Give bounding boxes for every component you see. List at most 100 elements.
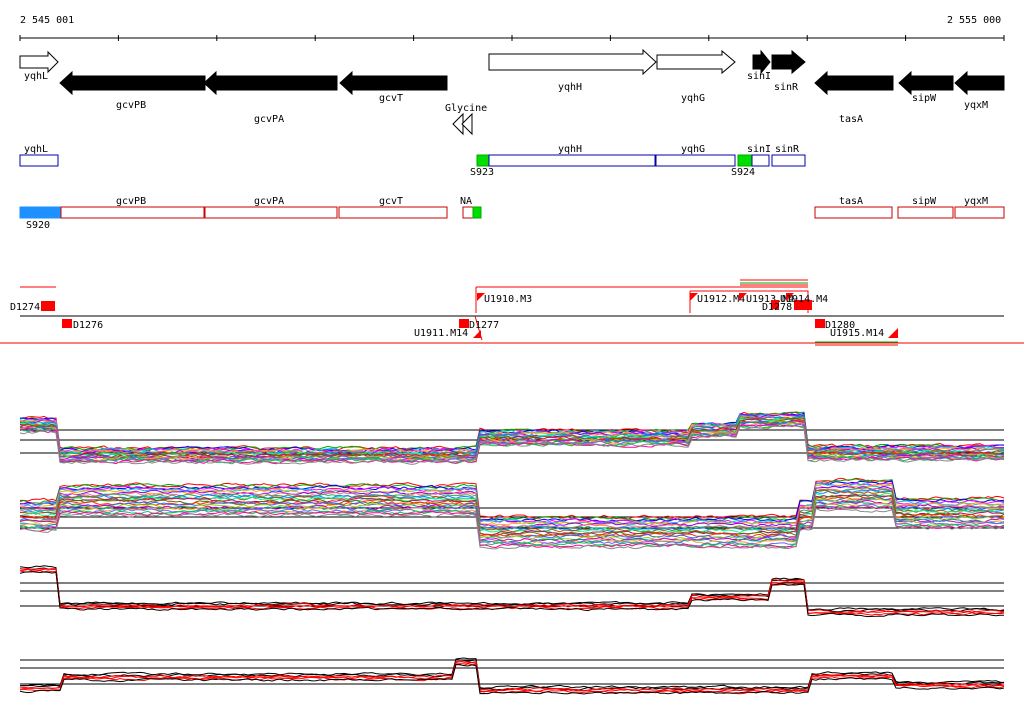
segment-green-S923[interactable] [476,154,490,167]
feature-label-U1913.M4: U1913.M4 [746,294,794,305]
expression-trace [19,505,1005,549]
minus-box-sipW[interactable] [897,206,954,219]
gene-arrow-gcvT[interactable] [339,70,448,96]
gene-arrow-yqhG[interactable] [656,49,736,75]
expression-trace [20,477,1005,520]
gene-arrow-tasA[interactable] [814,70,894,96]
gene-arrow-yqhH[interactable] [488,48,657,76]
feature-track: D1274 D1276 U1910.M3 D1277 U1911.M14 U19… [0,279,1024,346]
expression-trace [19,493,1005,536]
expression-trace [19,571,1004,618]
gene-arrow-track: yqhL gcvPB gcvPA gcvT yqhH yqhG sinI sin… [19,48,1005,136]
feature-flag-U1910[interactable] [477,293,485,301]
expression-trace [19,496,1005,538]
feature-label-U1910.M3: U1910.M3 [484,294,532,305]
feature-label-D1277: D1277 [469,320,499,331]
gene-arrow-yqxM[interactable] [954,70,1005,96]
gene-arrow-sinR[interactable] [771,49,806,75]
expression-trace [19,424,1005,465]
plus-label-S923: S923 [470,167,494,178]
minus-box-gcvPB[interactable] [60,206,205,219]
gene-arrow-sipW[interactable] [898,70,954,96]
minus-box-gcvPA[interactable] [204,206,338,219]
plus-label-sinI: sinI [747,144,771,155]
expression-trace [19,502,1005,545]
plus-box-yqhH[interactable] [488,154,656,167]
ruler-start-label: 2 545 001 [20,15,74,26]
gene-arrow-sinI[interactable] [752,49,771,75]
feature-block-D1277[interactable] [459,319,469,328]
gene-label-tasA: tasA [839,114,863,125]
feature-flag-U1915[interactable] [888,328,898,338]
plus-label-S924: S924 [731,167,755,178]
feature-block-D1276[interactable] [62,319,72,328]
minus-box-NA[interactable] [462,206,474,219]
feature-flag-U1911[interactable] [473,330,481,338]
feature-flag-U1913[interactable] [739,293,747,301]
minus-label-gcvT: gcvT [379,196,403,207]
expression-trace [19,499,1005,543]
gene-label-sinI: sinI [747,71,771,82]
gene-label-gcvPB: gcvPB [116,100,146,111]
expression-trace [19,568,1005,615]
plus-box-sinI[interactable] [751,154,770,167]
expression-trace [19,567,1005,613]
expression-trace [19,663,1005,695]
expression-traces-panel-2 [19,477,1005,550]
gene-label-gcvPA: gcvPA [254,114,284,125]
feature-label-U1912.M4: U1912.M4 [697,294,745,305]
feature-flag-U1914[interactable] [786,293,794,301]
feature-block-U1914[interactable] [794,300,812,310]
minus-label-gcvPB: gcvPB [116,196,146,207]
expression-trace [19,501,1005,544]
expression-panel-2 [19,477,1005,550]
minus-box-yqxM[interactable] [954,206,1005,219]
expression-trace [19,492,1005,535]
feature-block-D1280[interactable] [815,319,825,328]
expression-trace [19,661,1005,693]
expression-traces-panel-3 [19,565,1005,618]
segment-green-S924[interactable] [737,154,753,167]
feature-block-D1278[interactable] [771,300,779,309]
feature-label-D1276: D1276 [73,320,103,331]
gene-arrow-yqhL[interactable] [19,50,59,74]
gene-label-sipW: sipW [912,93,937,104]
gene-label-yqhH: yqhH [558,82,582,93]
feature-block-D1274[interactable] [41,301,55,311]
feature-label-U1914.M4: U1914.M4 [780,294,828,305]
minus-label-NA: NA [460,196,472,207]
minus-box-gcvT[interactable] [338,206,448,219]
gene-label-yqhL: yqhL [24,71,48,82]
expression-trace [19,484,1005,526]
plus-box-yqhG[interactable] [655,154,736,167]
minus-label-sipW: sipW [912,196,937,207]
plus-box-yqhL[interactable] [19,154,59,167]
riboswitch-label: Glycine [445,103,487,114]
feature-flag-U1912[interactable] [690,293,698,301]
segment-green-NA[interactable] [472,206,482,219]
expression-trace [19,412,1005,453]
minus-strand-boxes: S920 gcvPB gcvPA gcvT NA tasA sipW yqxM [19,196,1005,231]
gene-arrow-gcvPA[interactable] [203,70,338,96]
ruler-ticks [19,35,1005,41]
minus-label-S920: S920 [26,220,50,231]
plus-label-yqhL: yqhL [24,144,48,155]
gene-label-gcvT: gcvT [379,93,403,104]
feature-label-U1911.M14: U1911.M14 [414,328,468,339]
feature-label-U1915.M14: U1915.M14 [830,328,884,339]
expression-panel-4 [19,657,1005,695]
minus-box-tasA[interactable] [814,206,893,219]
expression-panel-1 [19,411,1005,465]
feature-label-D1278: D1278 [762,302,792,313]
plus-box-sinR[interactable] [771,154,806,167]
segment-blue-S920[interactable] [19,206,61,219]
plus-label-yqhG: yqhG [681,144,705,155]
gene-arrow-gcvPB[interactable] [59,70,206,96]
expression-trace [19,480,1005,523]
minus-label-tasA: tasA [839,196,863,207]
feature-label-D1280: D1280 [825,320,855,331]
riboswitch-double-arrow-icon [452,112,473,136]
expression-traces-panel-4 [19,657,1005,695]
